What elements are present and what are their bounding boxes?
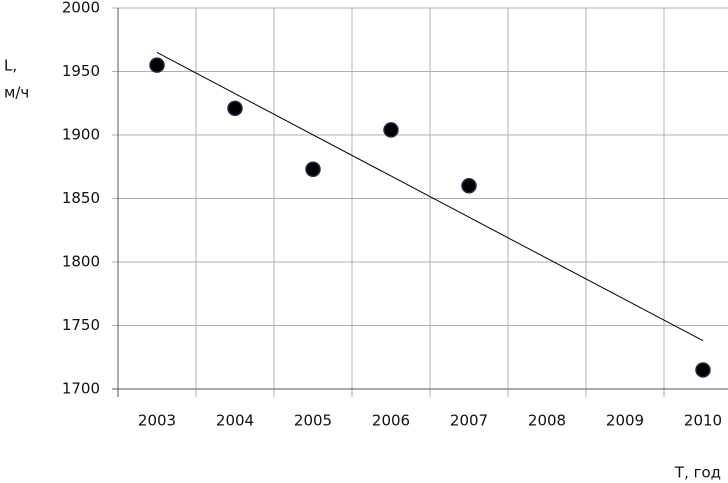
x-tick-label: 2005 — [294, 412, 332, 430]
y-tick-label: 2000 — [62, 0, 100, 17]
y-tick-label: 1700 — [62, 380, 100, 398]
y-axis-label: м/ч — [4, 84, 29, 102]
y-tick-label: 1800 — [62, 253, 100, 271]
x-tick-label: 2003 — [138, 412, 176, 430]
point — [461, 178, 477, 194]
y-axis-label: L, — [4, 57, 17, 75]
point — [383, 122, 399, 138]
y-tick-label: 1900 — [62, 126, 100, 144]
x-tick-label: 2008 — [528, 412, 566, 430]
x-tick-label: 2004 — [216, 412, 254, 430]
point — [305, 161, 321, 178]
y-tick-label: 1750 — [62, 316, 100, 334]
point — [227, 100, 243, 117]
x-tick-label: 2009 — [606, 412, 644, 430]
point — [149, 57, 165, 73]
trend-line — [156, 52, 704, 342]
y-tick-label: 1850 — [62, 189, 100, 207]
x-axis-label: T, год — [674, 464, 721, 482]
x-tick-label: 2010 — [684, 412, 722, 430]
x-tick-label: 2007 — [450, 412, 488, 430]
y-tick-label: 1950 — [62, 62, 100, 80]
x-tick-label: 2006 — [372, 412, 410, 430]
point — [695, 362, 711, 378]
